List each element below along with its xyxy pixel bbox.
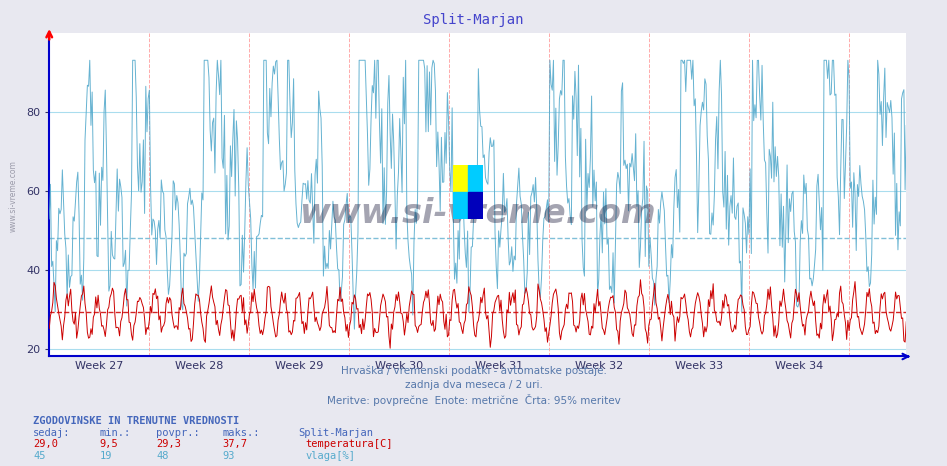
Bar (468, 192, 483, 219)
Text: Split-Marjan: Split-Marjan (298, 428, 373, 438)
Text: www.si-vreme.com: www.si-vreme.com (9, 160, 18, 232)
Text: min.:: min.: (99, 428, 131, 438)
Bar (453, 192, 468, 219)
Text: temperatura[C]: temperatura[C] (306, 439, 393, 449)
Text: 48: 48 (156, 451, 169, 460)
Text: 45: 45 (33, 451, 45, 460)
Text: www.si-vreme.com: www.si-vreme.com (299, 198, 656, 231)
Text: maks.:: maks.: (223, 428, 260, 438)
Text: vlaga[%]: vlaga[%] (306, 451, 356, 460)
Text: 9,5: 9,5 (99, 439, 118, 449)
Bar (468, 165, 483, 192)
Text: 29,3: 29,3 (156, 439, 181, 449)
Text: ZGODOVINSKE IN TRENUTNE VREDNOSTI: ZGODOVINSKE IN TRENUTNE VREDNOSTI (33, 416, 240, 425)
Bar (453, 165, 468, 192)
Text: 93: 93 (223, 451, 235, 460)
Text: Meritve: povprečne  Enote: metrične  Črta: 95% meritev: Meritve: povprečne Enote: metrične Črta:… (327, 394, 620, 406)
Text: 37,7: 37,7 (223, 439, 247, 449)
Text: 19: 19 (99, 451, 112, 460)
Text: povpr.:: povpr.: (156, 428, 200, 438)
Text: 29,0: 29,0 (33, 439, 58, 449)
Text: zadnja dva meseca / 2 uri.: zadnja dva meseca / 2 uri. (404, 380, 543, 390)
Text: Split-Marjan: Split-Marjan (423, 13, 524, 27)
Text: sedaj:: sedaj: (33, 428, 71, 438)
Text: Hrvaška / vremenski podatki - avtomatske postaje.: Hrvaška / vremenski podatki - avtomatske… (341, 366, 606, 377)
